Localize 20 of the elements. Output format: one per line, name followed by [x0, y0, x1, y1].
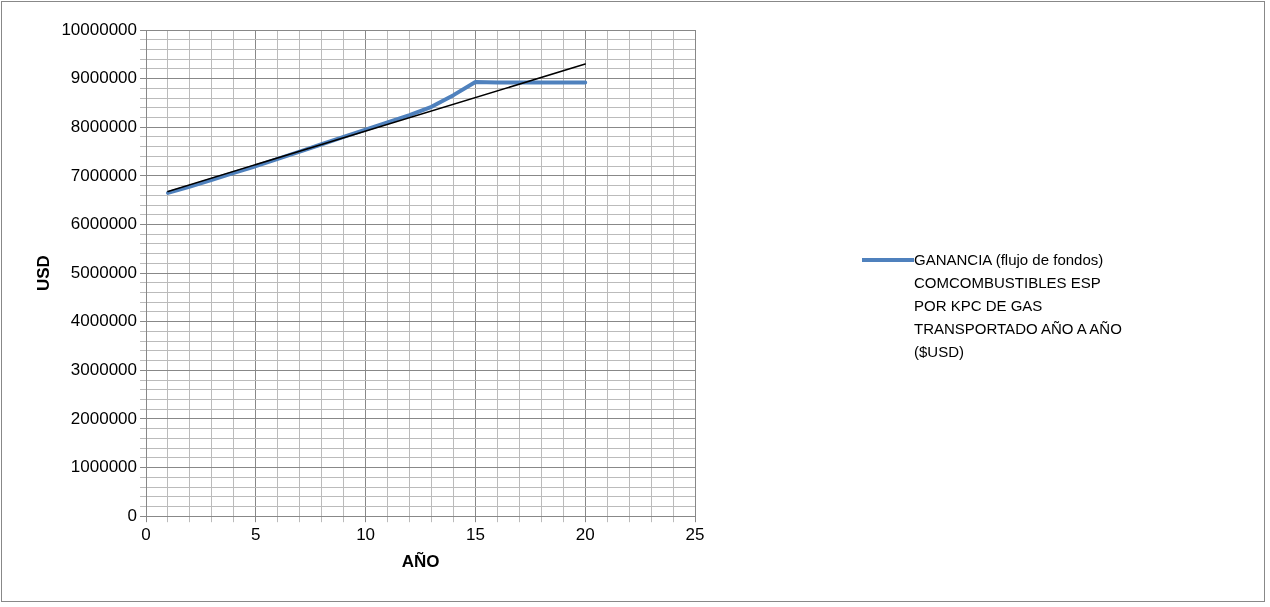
x-tick-label: 5 — [251, 525, 261, 545]
x-tick-label: 10 — [356, 525, 376, 545]
legend-label: GANANCIA (flujo de fondos) COMCOMBUSTIBLES ESP POR KPC DE GAS TRANSPORTADO AÑO A AÑO ($USD) — [914, 250, 1123, 362]
y-tick-label: 3000000 — [70, 360, 138, 380]
x-tick-label: 15 — [465, 525, 485, 545]
y-tick-label: 8000000 — [70, 116, 138, 136]
x-tick-label: 25 — [685, 525, 705, 545]
y-axis-title: USD — [33, 255, 53, 292]
y-tick-label: 1000000 — [70, 457, 138, 477]
y-tick-label: 9000000 — [70, 68, 138, 88]
x-tick-label: 0 — [141, 525, 151, 545]
y-tick-label: 10000000 — [61, 19, 138, 39]
y-tick-label: 5000000 — [70, 262, 138, 282]
y-tick-label: 2000000 — [70, 408, 138, 428]
y-tick-label: 6000000 — [70, 214, 138, 234]
y-tick-label: 7000000 — [70, 165, 138, 185]
x-axis-title: AÑO — [401, 551, 440, 572]
y-tick-label: 0 — [127, 505, 138, 525]
x-tick-label: 20 — [575, 525, 595, 545]
y-tick-label: 4000000 — [70, 311, 138, 331]
